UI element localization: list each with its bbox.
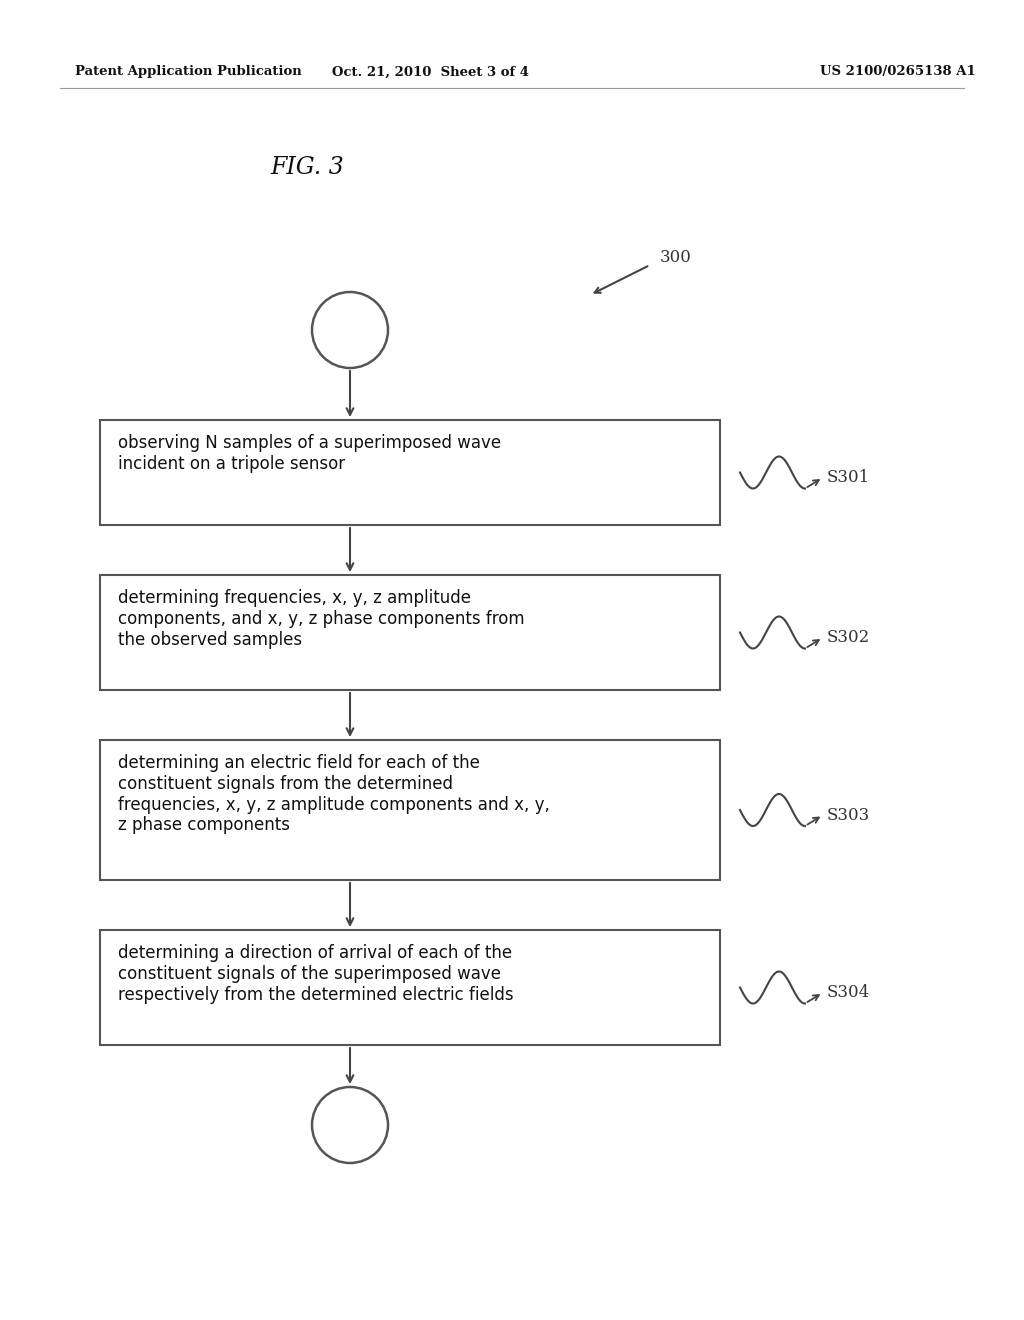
Text: determining frequencies, x, y, z amplitude
components, and x, y, z phase compone: determining frequencies, x, y, z amplitu…: [118, 589, 524, 648]
Text: US 2100/0265138 A1: US 2100/0265138 A1: [820, 66, 976, 78]
Bar: [100, 420, 720, 525]
Text: determining a direction of arrival of each of the
constituent signals of the sup: determining a direction of arrival of ea…: [118, 944, 514, 1003]
Text: Patent Application Publication: Patent Application Publication: [75, 66, 302, 78]
Bar: [100, 741, 720, 880]
Text: determining an electric field for each of the
constituent signals from the deter: determining an electric field for each o…: [118, 754, 550, 834]
Text: FIG. 3: FIG. 3: [270, 157, 344, 180]
Bar: [100, 931, 720, 1045]
Text: S303: S303: [827, 807, 870, 824]
Text: S301: S301: [827, 469, 870, 486]
Text: S304: S304: [827, 983, 870, 1001]
Text: Oct. 21, 2010  Sheet 3 of 4: Oct. 21, 2010 Sheet 3 of 4: [332, 66, 528, 78]
Text: 300: 300: [660, 249, 692, 267]
Text: observing N samples of a superimposed wave
incident on a tripole sensor: observing N samples of a superimposed wa…: [118, 434, 501, 473]
Text: S302: S302: [827, 630, 870, 645]
Bar: [100, 576, 720, 690]
